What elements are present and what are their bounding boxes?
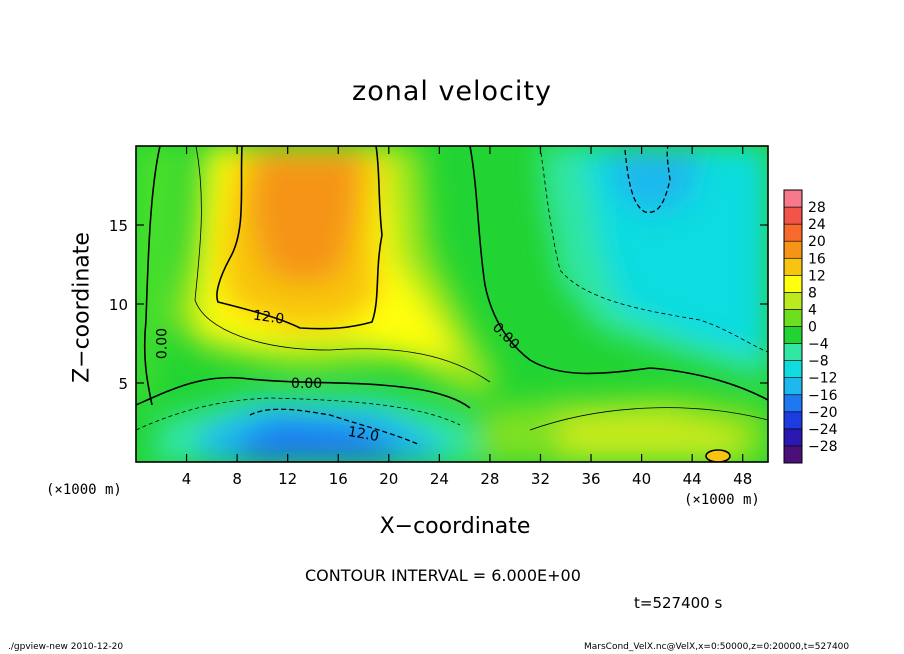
x-tick-label: 44: [683, 470, 702, 488]
x-unit-right: (×1000 m): [684, 492, 760, 508]
x-tick-label: 40: [632, 470, 651, 488]
x-tick-label: 28: [480, 470, 499, 488]
contour-small-positive-cell: [705, 449, 731, 462]
x-tick-label: 12: [278, 470, 297, 488]
y-tick-label: 15: [109, 217, 128, 235]
colorbar-label: 12: [808, 268, 826, 284]
x-tick-label: 48: [733, 470, 752, 488]
field-cyan-top: [610, 150, 700, 215]
x-tick-label: 16: [329, 470, 348, 488]
contour-lines: [136, 146, 768, 462]
y-axis-label: Z−coordinate: [69, 232, 95, 383]
colorbar-label: 24: [808, 217, 826, 233]
colorbar-swatch: [783, 411, 803, 430]
x-tick-label: 36: [581, 470, 600, 488]
footer-source: MarsCond_VelX.nc@VelX,x=0:50000,z=0:2000…: [584, 642, 850, 652]
contour-label: 0.00: [154, 328, 170, 359]
contour-12-positive: [216, 146, 383, 330]
colorbar-label: 4: [808, 302, 817, 318]
colorbar-swatch: [783, 377, 803, 396]
contour-0-middle: [136, 376, 471, 409]
colorbar-label: 20: [808, 234, 826, 250]
colorbar-label: −16: [808, 388, 838, 404]
y-axis-ticks: 5 10 15: [109, 217, 768, 393]
field-left-edge: [136, 146, 180, 420]
colorbar-label: 8: [808, 285, 817, 301]
colorbar-swatch: [783, 309, 803, 327]
colorbar-swatch: [783, 394, 803, 413]
colorbar-label: 28: [808, 200, 826, 216]
field-orange-core: [250, 150, 360, 285]
colorbar-swatch: [783, 326, 803, 344]
time-stamp: t=527400 s: [634, 594, 723, 612]
contour-label: 12.0: [252, 308, 285, 328]
colorbar-label: −28: [808, 439, 838, 455]
colorbar-label: 16: [808, 251, 826, 267]
colorbar-label: −12: [808, 371, 838, 387]
colorbar-label: 0: [808, 320, 817, 336]
contour-neg6-right: [539, 146, 768, 353]
colorbar-swatch: [783, 428, 803, 447]
colorbar-swatch: [783, 343, 803, 361]
colorbar-swatch: [783, 223, 803, 242]
colorbar-swatch: [783, 292, 803, 310]
colorbar-label: −8: [808, 354, 829, 370]
colorbar-swatch: [783, 206, 803, 225]
y-tick-label: 10: [109, 296, 128, 314]
colorbar-swatch: [783, 275, 803, 293]
colorbar-swatch: [783, 445, 803, 464]
colorbar-frame: [783, 189, 803, 464]
x-tick-label: 32: [531, 470, 550, 488]
field-lower-right-core: [560, 410, 740, 462]
x-tick-label: 20: [379, 470, 398, 488]
contour-label: 12.0: [347, 424, 380, 445]
contour-interval-text: CONTOUR INTERVAL = 6.000E+00: [305, 566, 581, 585]
colorbar-label: −24: [808, 422, 838, 438]
velocity-field: [136, 146, 768, 462]
contour-6-positive: [194, 146, 491, 383]
colorbar-label: −20: [808, 405, 838, 421]
x-axis-label: X−coordinate: [379, 514, 531, 539]
x-axis-ticks: 4 8 12 16 20 24 28 32 36 40 44 48: [182, 146, 752, 488]
contour-12-negative: [249, 408, 421, 446]
colorbar-swatch: [783, 360, 803, 378]
contour-label: 0.00: [291, 376, 322, 392]
x-unit-left: (×1000 m): [46, 482, 122, 498]
colorbar-swatch: [783, 189, 803, 208]
contour-neg6-lower: [136, 397, 461, 431]
field-cyan-upper-right: [580, 150, 768, 360]
x-tick-label: 8: [232, 470, 242, 488]
contour-neg-upper-right: [624, 146, 671, 213]
x-tick-label: 4: [182, 470, 192, 488]
contour-0-left: [143, 146, 161, 406]
colorbar-label: −4: [808, 337, 829, 353]
colorbar-swatch: [783, 257, 803, 276]
contour-0-right: [469, 146, 768, 401]
x-tick-label: 24: [430, 470, 449, 488]
footer-program: ./gpview-new 2010-12-20: [8, 642, 124, 652]
contour-6-lower-right: [529, 407, 768, 431]
field-blue-core: [240, 420, 400, 462]
colorbar-swatch: [783, 240, 803, 259]
chart-title: zonal velocity: [352, 76, 552, 107]
y-tick-label: 5: [118, 375, 128, 393]
